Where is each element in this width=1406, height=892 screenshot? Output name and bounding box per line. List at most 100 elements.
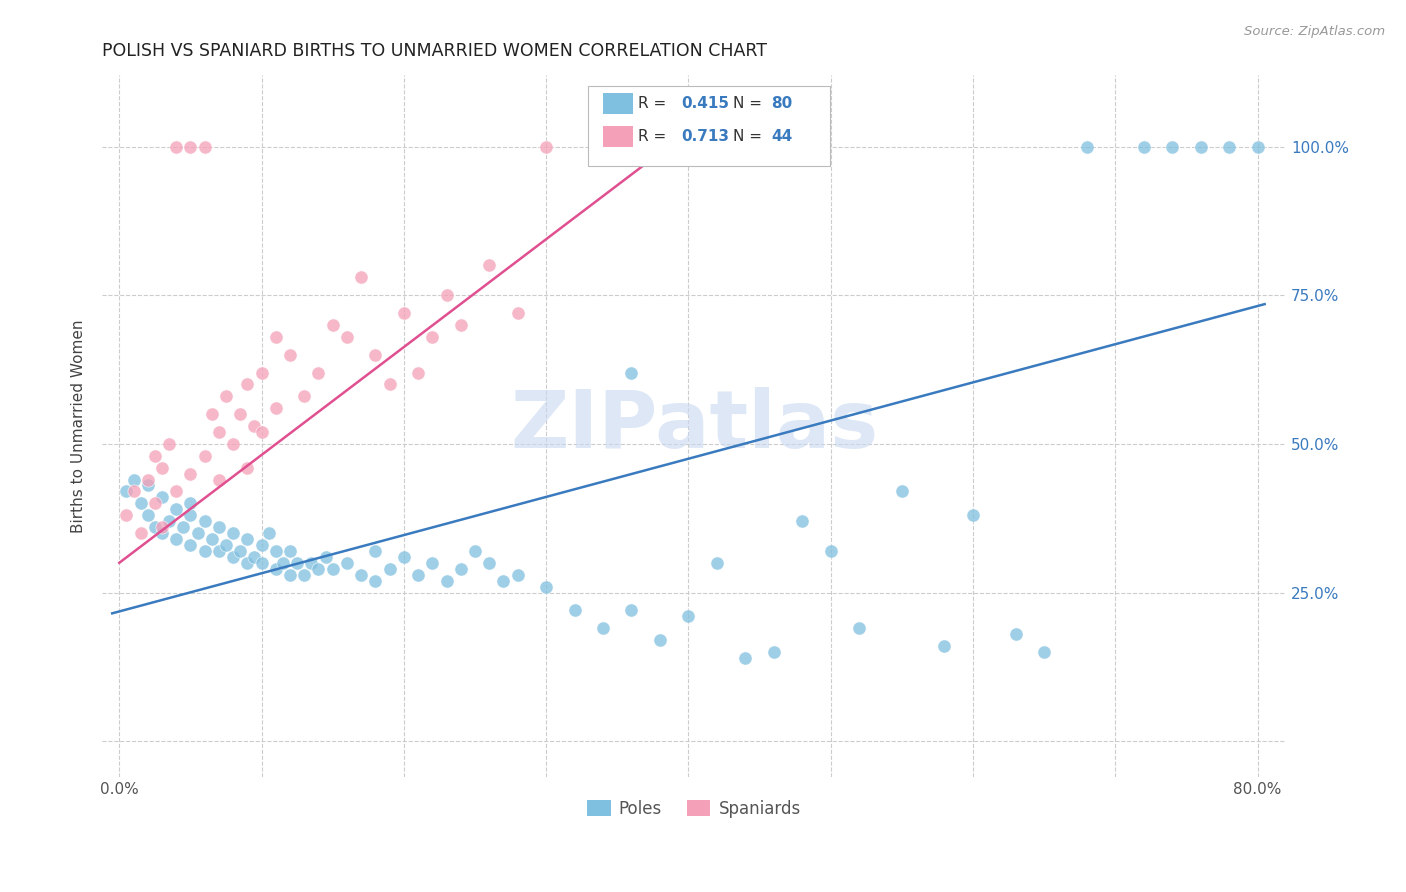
- Point: [201, 532, 224, 546]
- Point: [157, 437, 180, 451]
- Point: [136, 478, 159, 492]
- Point: [1132, 139, 1154, 153]
- Point: [250, 556, 273, 570]
- Point: [336, 556, 359, 570]
- FancyBboxPatch shape: [603, 93, 633, 114]
- Point: [150, 520, 173, 534]
- Point: [278, 544, 301, 558]
- Point: [208, 520, 231, 534]
- Point: [1189, 139, 1212, 153]
- Point: [278, 348, 301, 362]
- Point: [222, 526, 245, 541]
- Point: [792, 514, 814, 528]
- Point: [464, 544, 486, 558]
- Point: [478, 259, 501, 273]
- Point: [165, 484, 187, 499]
- Point: [208, 425, 231, 439]
- Point: [292, 567, 315, 582]
- Text: POLISH VS SPANIARD BIRTHS TO UNMARRIED WOMEN CORRELATION CHART: POLISH VS SPANIARD BIRTHS TO UNMARRIED W…: [103, 42, 768, 60]
- Point: [208, 473, 231, 487]
- Point: [308, 562, 330, 576]
- Point: [157, 514, 180, 528]
- Point: [236, 556, 259, 570]
- Point: [648, 633, 671, 648]
- Text: 80: 80: [770, 95, 792, 111]
- Text: 44: 44: [770, 129, 792, 145]
- Point: [308, 366, 330, 380]
- Point: [264, 330, 287, 344]
- Point: [534, 580, 557, 594]
- Point: [194, 544, 217, 558]
- Point: [378, 377, 401, 392]
- Legend: Poles, Spaniards: Poles, Spaniards: [581, 793, 807, 825]
- Point: [592, 621, 614, 635]
- Point: [1076, 139, 1098, 153]
- Point: [364, 574, 387, 588]
- Point: [315, 549, 337, 564]
- Point: [450, 318, 472, 332]
- Point: [492, 574, 515, 588]
- Point: [150, 491, 173, 505]
- Point: [350, 270, 373, 285]
- Point: [229, 544, 252, 558]
- Point: [186, 526, 208, 541]
- Point: [620, 366, 643, 380]
- Point: [1246, 139, 1268, 153]
- Point: [264, 401, 287, 416]
- Point: [215, 389, 238, 403]
- Point: [364, 348, 387, 362]
- Point: [222, 549, 245, 564]
- Point: [179, 467, 201, 481]
- Y-axis label: Births to Unmarried Women: Births to Unmarried Women: [72, 319, 86, 533]
- Point: [201, 407, 224, 421]
- Point: [179, 538, 201, 552]
- Text: Source: ZipAtlas.com: Source: ZipAtlas.com: [1244, 25, 1385, 38]
- Point: [115, 508, 138, 523]
- Text: ZIPatlas: ZIPatlas: [510, 387, 879, 465]
- Point: [172, 520, 194, 534]
- Point: [215, 538, 238, 552]
- Point: [194, 139, 217, 153]
- Point: [285, 556, 308, 570]
- Point: [122, 473, 145, 487]
- Text: 0.415: 0.415: [681, 95, 730, 111]
- Point: [208, 544, 231, 558]
- Point: [250, 366, 273, 380]
- Point: [250, 425, 273, 439]
- Point: [194, 449, 217, 463]
- Text: R =: R =: [638, 95, 672, 111]
- Point: [179, 496, 201, 510]
- Point: [250, 538, 273, 552]
- Point: [179, 508, 201, 523]
- Point: [1033, 645, 1056, 659]
- Point: [420, 330, 443, 344]
- Text: R =: R =: [638, 129, 672, 145]
- Point: [115, 484, 138, 499]
- Point: [129, 526, 152, 541]
- Point: [264, 562, 287, 576]
- Point: [165, 139, 187, 153]
- Point: [820, 544, 842, 558]
- Point: [322, 318, 344, 332]
- Point: [350, 567, 373, 582]
- Point: [143, 520, 166, 534]
- Point: [165, 532, 187, 546]
- Point: [436, 574, 458, 588]
- Point: [243, 419, 266, 434]
- Point: [848, 621, 870, 635]
- Point: [506, 306, 529, 320]
- Point: [122, 484, 145, 499]
- Point: [1161, 139, 1184, 153]
- Point: [934, 639, 956, 653]
- Point: [143, 449, 166, 463]
- Point: [706, 556, 728, 570]
- Point: [734, 651, 756, 665]
- Point: [478, 556, 501, 570]
- Text: N =: N =: [733, 95, 768, 111]
- Point: [890, 484, 912, 499]
- Point: [436, 288, 458, 302]
- Point: [264, 544, 287, 558]
- Point: [136, 508, 159, 523]
- Point: [534, 139, 557, 153]
- Point: [150, 526, 173, 541]
